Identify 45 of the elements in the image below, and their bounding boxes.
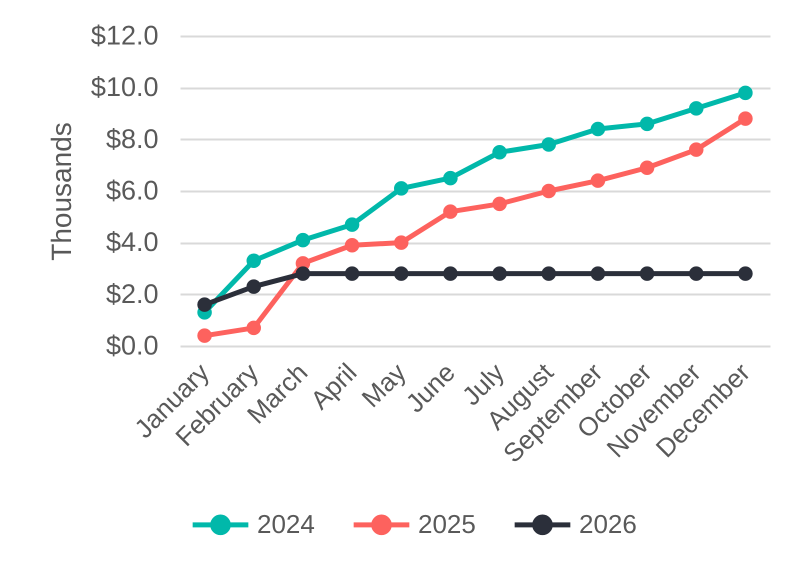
legend-label: 2025 [418, 508, 476, 539]
y-tick-label: $8.0 [106, 124, 158, 154]
point [492, 266, 507, 281]
point [197, 328, 212, 343]
point [246, 254, 261, 268]
point [542, 266, 556, 281]
point [246, 320, 261, 336]
point [197, 297, 212, 312]
point [296, 232, 310, 248]
point [246, 279, 261, 294]
point [492, 145, 507, 160]
point [689, 142, 704, 157]
point [443, 170, 458, 186]
y-tick-label: $12.0 [90, 20, 158, 50]
point [640, 160, 654, 175]
point [640, 116, 654, 132]
y-tick-label: $2.0 [106, 278, 158, 309]
y-tick-label: $4.0 [106, 227, 158, 258]
point [344, 238, 360, 252]
point [590, 122, 606, 136]
legend-label: 2026 [579, 508, 637, 539]
point [640, 266, 654, 281]
y-tick-label: $6.0 [106, 176, 158, 206]
point [296, 266, 310, 281]
point [590, 173, 606, 188]
point [738, 86, 753, 100]
point [394, 266, 408, 281]
point [542, 137, 556, 152]
point [590, 266, 606, 281]
point [738, 266, 753, 281]
point [443, 204, 458, 219]
y-tick-label: $0.0 [106, 330, 158, 360]
y-axis-title: Thousands [46, 122, 77, 261]
y-tick-label: $10.0 [90, 72, 158, 102]
point [492, 196, 507, 212]
point [542, 184, 556, 198]
point [394, 181, 408, 196]
legend-label: 2024 [257, 508, 315, 539]
point [394, 235, 408, 250]
point [689, 266, 704, 281]
point [689, 101, 704, 116]
point [344, 217, 360, 232]
point [738, 111, 753, 126]
point [443, 266, 458, 281]
point [344, 266, 360, 281]
